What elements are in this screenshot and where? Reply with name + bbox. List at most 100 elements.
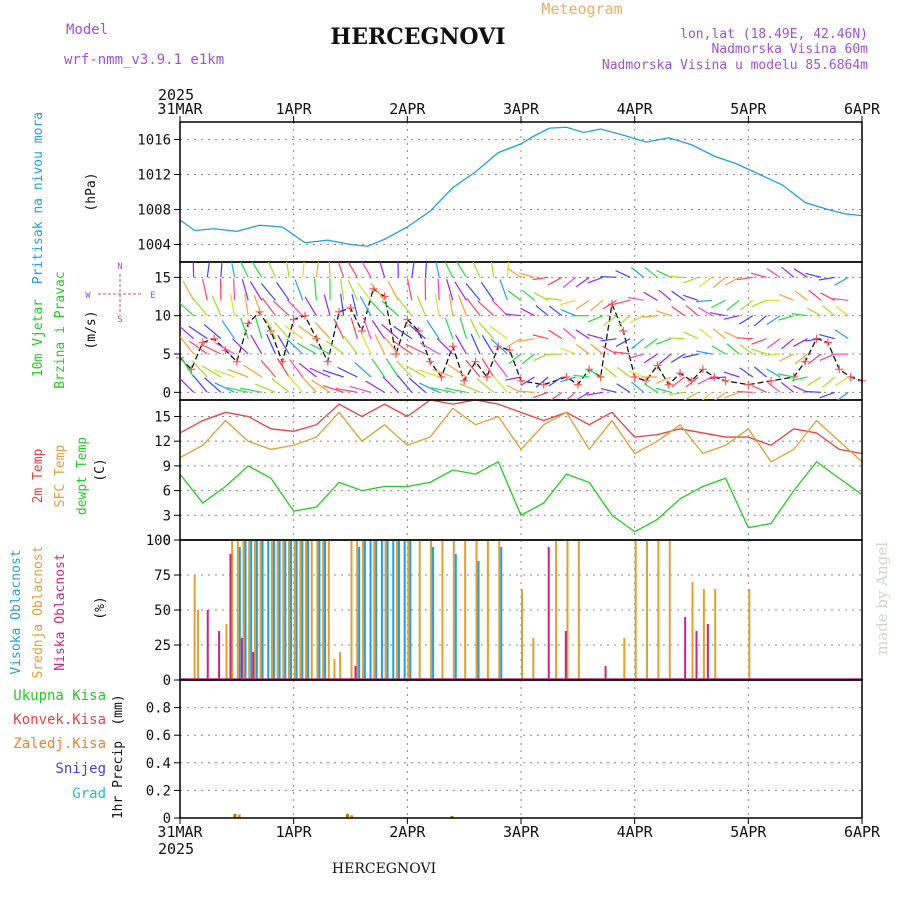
wind-arrow <box>805 390 822 393</box>
wind-arrow <box>311 379 331 393</box>
bar-clouds <box>225 624 228 680</box>
wind-gust-marker <box>698 365 707 374</box>
wind-arrow <box>631 338 645 350</box>
ytick-label-pressure: 1004 <box>137 238 171 254</box>
wind-arrow <box>520 307 535 317</box>
wind-arrow <box>753 315 767 327</box>
panel-frame-precip <box>179 679 863 819</box>
wind-arrow <box>535 376 549 388</box>
bar-clouds <box>307 540 310 680</box>
wind-gust-marker <box>357 327 366 335</box>
wind-arrow <box>628 370 644 378</box>
wind-arrow <box>643 291 658 301</box>
wind-arrow <box>819 333 835 340</box>
wind-gust-marker <box>448 342 457 351</box>
wind-arrow <box>671 305 686 317</box>
wind-arrow <box>181 358 195 378</box>
ytick-label-temperature: 3 <box>163 508 171 524</box>
bar-clouds <box>521 589 523 680</box>
wind-arrow <box>834 329 849 340</box>
wind-arrow <box>519 272 535 278</box>
bar-clouds <box>657 540 660 680</box>
wind-arrow <box>444 262 454 278</box>
wind-ylabel-title: 10m Vjetar <box>31 299 46 377</box>
wind-arrow <box>697 376 713 385</box>
wind-arrow <box>518 338 535 343</box>
wind-arrow <box>767 381 781 393</box>
wind-arrow <box>835 305 849 317</box>
wind-arrow <box>200 343 222 355</box>
wind-arrow <box>201 365 222 378</box>
wind-arrow <box>575 343 590 355</box>
bar-precip <box>450 815 454 818</box>
wind-arrow <box>506 384 522 393</box>
wind-arrow <box>628 353 644 359</box>
bar-clouds <box>318 540 321 680</box>
ytick-label-precip: 0.2 <box>146 783 171 799</box>
wind-arrow <box>655 387 672 393</box>
bar-clouds <box>305 540 308 680</box>
wind-arrow <box>750 272 767 278</box>
model-elevation-text: Nadmorska Visina u modelu 85.6864m <box>602 58 868 73</box>
wind-arrow <box>683 331 699 340</box>
bar-clouds <box>322 540 325 680</box>
compass-north: N <box>117 262 122 272</box>
ytick-label-pressure: 1008 <box>137 203 171 219</box>
compass-east: E <box>150 291 155 301</box>
wind-arrow <box>822 376 836 388</box>
wind-arrow <box>304 296 317 316</box>
wind-arrow <box>347 262 358 278</box>
wind-arrow <box>617 315 631 327</box>
wind-arrow <box>447 364 467 378</box>
wind-arrow <box>658 289 672 301</box>
ytick-label-precip: 0.6 <box>146 728 171 744</box>
pressure-ylabel-title: Pritisak na nivou mora <box>31 112 46 284</box>
wind-arrow <box>778 293 795 301</box>
bar-clouds <box>604 666 607 680</box>
series-line-temperature-0 <box>180 400 862 455</box>
ytick-label-wind: 15 <box>154 270 171 286</box>
wind-arrow <box>325 340 345 355</box>
bar-clouds <box>272 540 275 680</box>
ytick-label-clouds: 75 <box>154 568 171 584</box>
wind-arrow <box>411 262 415 278</box>
wind-arrow <box>724 391 740 399</box>
wind-arrow <box>431 387 453 393</box>
wind-gust-marker <box>835 365 844 374</box>
wind-arrow <box>192 298 208 317</box>
bar-clouds <box>452 540 455 680</box>
wind-arrow <box>213 369 235 378</box>
wind-compass-icon: N S W E <box>85 262 155 325</box>
bar-clouds <box>253 540 256 680</box>
wind-arrow <box>408 323 426 340</box>
bar-clouds <box>380 540 383 680</box>
wind-arrow <box>489 325 508 340</box>
wind-arrow <box>470 333 481 355</box>
bar-clouds <box>252 652 255 680</box>
wind-gust-marker <box>505 346 514 355</box>
wind-gust-marker <box>619 327 628 335</box>
model-label: Model <box>66 22 108 38</box>
wind-arrow <box>469 318 481 339</box>
time-label-top: 4APR <box>617 100 654 118</box>
bar-clouds <box>706 624 709 680</box>
compass-west: W <box>85 291 91 301</box>
wind-gust-marker <box>573 380 582 389</box>
bar-clouds <box>691 582 694 680</box>
wind-arrow <box>435 262 440 278</box>
wind-arrow <box>548 329 563 340</box>
wind-arrow <box>397 375 413 393</box>
wind-arrow <box>711 299 726 309</box>
wind-arrow <box>180 377 195 393</box>
wind-arrow <box>736 276 753 281</box>
wind-arrow <box>766 268 781 278</box>
wind-arrow <box>337 262 345 278</box>
wind-arrow <box>379 262 386 278</box>
wind-arrow <box>836 391 849 400</box>
wind-arrow <box>600 387 617 393</box>
wind-arrow <box>298 362 317 378</box>
time-label-bottom: 4APR <box>617 823 654 841</box>
legend-snow: Snijeg <box>55 761 106 777</box>
wind-arrow <box>472 262 481 278</box>
